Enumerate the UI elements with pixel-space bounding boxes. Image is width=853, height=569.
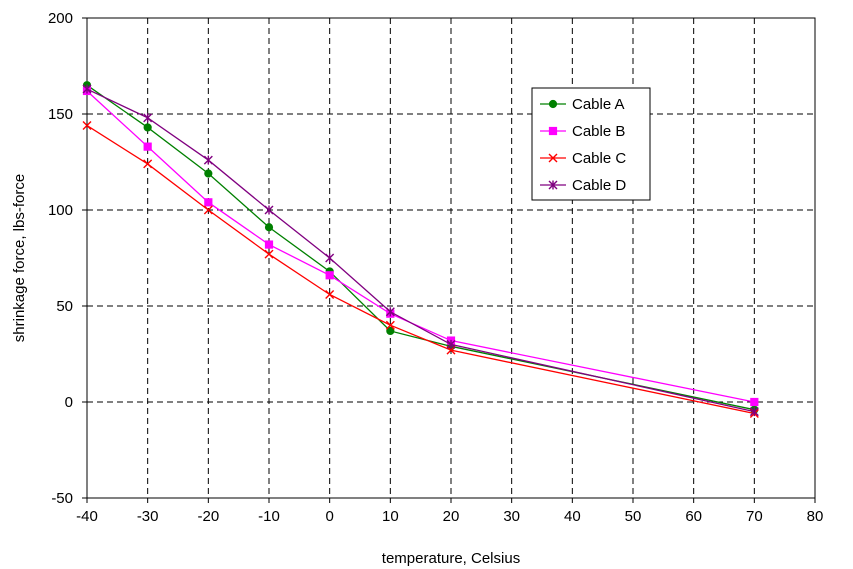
x-tick-label: 80 bbox=[807, 508, 824, 525]
legend-label: Cable C bbox=[572, 150, 626, 167]
x-tick-label: 70 bbox=[746, 508, 763, 525]
x-tick-label: 60 bbox=[685, 508, 702, 525]
data-point bbox=[143, 113, 153, 123]
x-tick-label: 0 bbox=[325, 508, 333, 525]
x-tick-label: 10 bbox=[382, 508, 399, 525]
legend: Cable A Cable B Cable C Cable D bbox=[531, 87, 651, 201]
data-point bbox=[82, 121, 92, 131]
data-point bbox=[385, 307, 395, 317]
series-cable-d bbox=[82, 84, 759, 417]
series-cable-c bbox=[82, 121, 759, 419]
y-axis: -50 0 50 100 150 200 bbox=[48, 10, 87, 507]
legend-marker bbox=[548, 99, 558, 109]
legend-marker bbox=[548, 180, 558, 190]
y-tick-label: -50 bbox=[51, 490, 73, 507]
legend-marker bbox=[548, 126, 558, 136]
data-point bbox=[264, 205, 274, 215]
x-tick-label: 30 bbox=[503, 508, 520, 525]
x-tick-label: 50 bbox=[625, 508, 642, 525]
data-point bbox=[82, 84, 92, 94]
data-point bbox=[750, 397, 759, 407]
y-tick-label: 100 bbox=[48, 202, 73, 219]
y-axis-title: shrinkage force, lbs-force bbox=[11, 174, 28, 342]
x-axis: -40 -30 -20 -10 0 10 20 30 40 50 60 70 80 bbox=[76, 498, 823, 525]
legend-item: Cable A bbox=[540, 96, 625, 113]
y-tick-label: 150 bbox=[48, 106, 73, 123]
data-point bbox=[204, 198, 213, 207]
y-tick-label: 0 bbox=[65, 394, 73, 411]
series-line bbox=[86, 90, 755, 403]
data-point bbox=[386, 326, 395, 336]
data-point bbox=[749, 407, 759, 417]
series-line bbox=[86, 84, 755, 411]
x-tick-label: 20 bbox=[443, 508, 460, 525]
y-tick-label: 200 bbox=[48, 10, 73, 27]
x-tick-label: 40 bbox=[564, 508, 581, 525]
legend-item: Cable B bbox=[540, 123, 625, 140]
x-tick-label: -10 bbox=[258, 508, 280, 525]
y-tick-label: 50 bbox=[56, 298, 73, 315]
x-tick-label: -40 bbox=[76, 508, 98, 525]
x-tick-label: -20 bbox=[197, 508, 219, 525]
legend-label: Cable B bbox=[572, 123, 625, 140]
data-point bbox=[143, 123, 152, 132]
data-point bbox=[264, 240, 274, 249]
data-point bbox=[203, 155, 213, 165]
series-layer bbox=[82, 81, 759, 419]
x-axis-title: temperature, Celsius bbox=[382, 550, 520, 567]
legend-item: Cable C bbox=[540, 150, 626, 167]
series-line bbox=[86, 124, 755, 415]
data-point bbox=[264, 249, 274, 259]
data-point bbox=[385, 320, 395, 330]
legend-label: Cable D bbox=[572, 177, 626, 194]
data-point bbox=[264, 223, 274, 232]
data-point bbox=[143, 142, 152, 151]
data-point bbox=[203, 205, 213, 215]
data-point bbox=[204, 169, 213, 178]
data-point bbox=[325, 271, 334, 280]
x-tick-label: -30 bbox=[137, 508, 159, 525]
legend-label: Cable A bbox=[572, 96, 625, 113]
data-point bbox=[325, 253, 335, 263]
data-point bbox=[143, 159, 153, 169]
data-point bbox=[446, 339, 456, 349]
series-line bbox=[86, 88, 755, 413]
legend-marker bbox=[548, 153, 558, 163]
legend-item: Cable D bbox=[540, 177, 626, 194]
data-point bbox=[325, 289, 335, 299]
